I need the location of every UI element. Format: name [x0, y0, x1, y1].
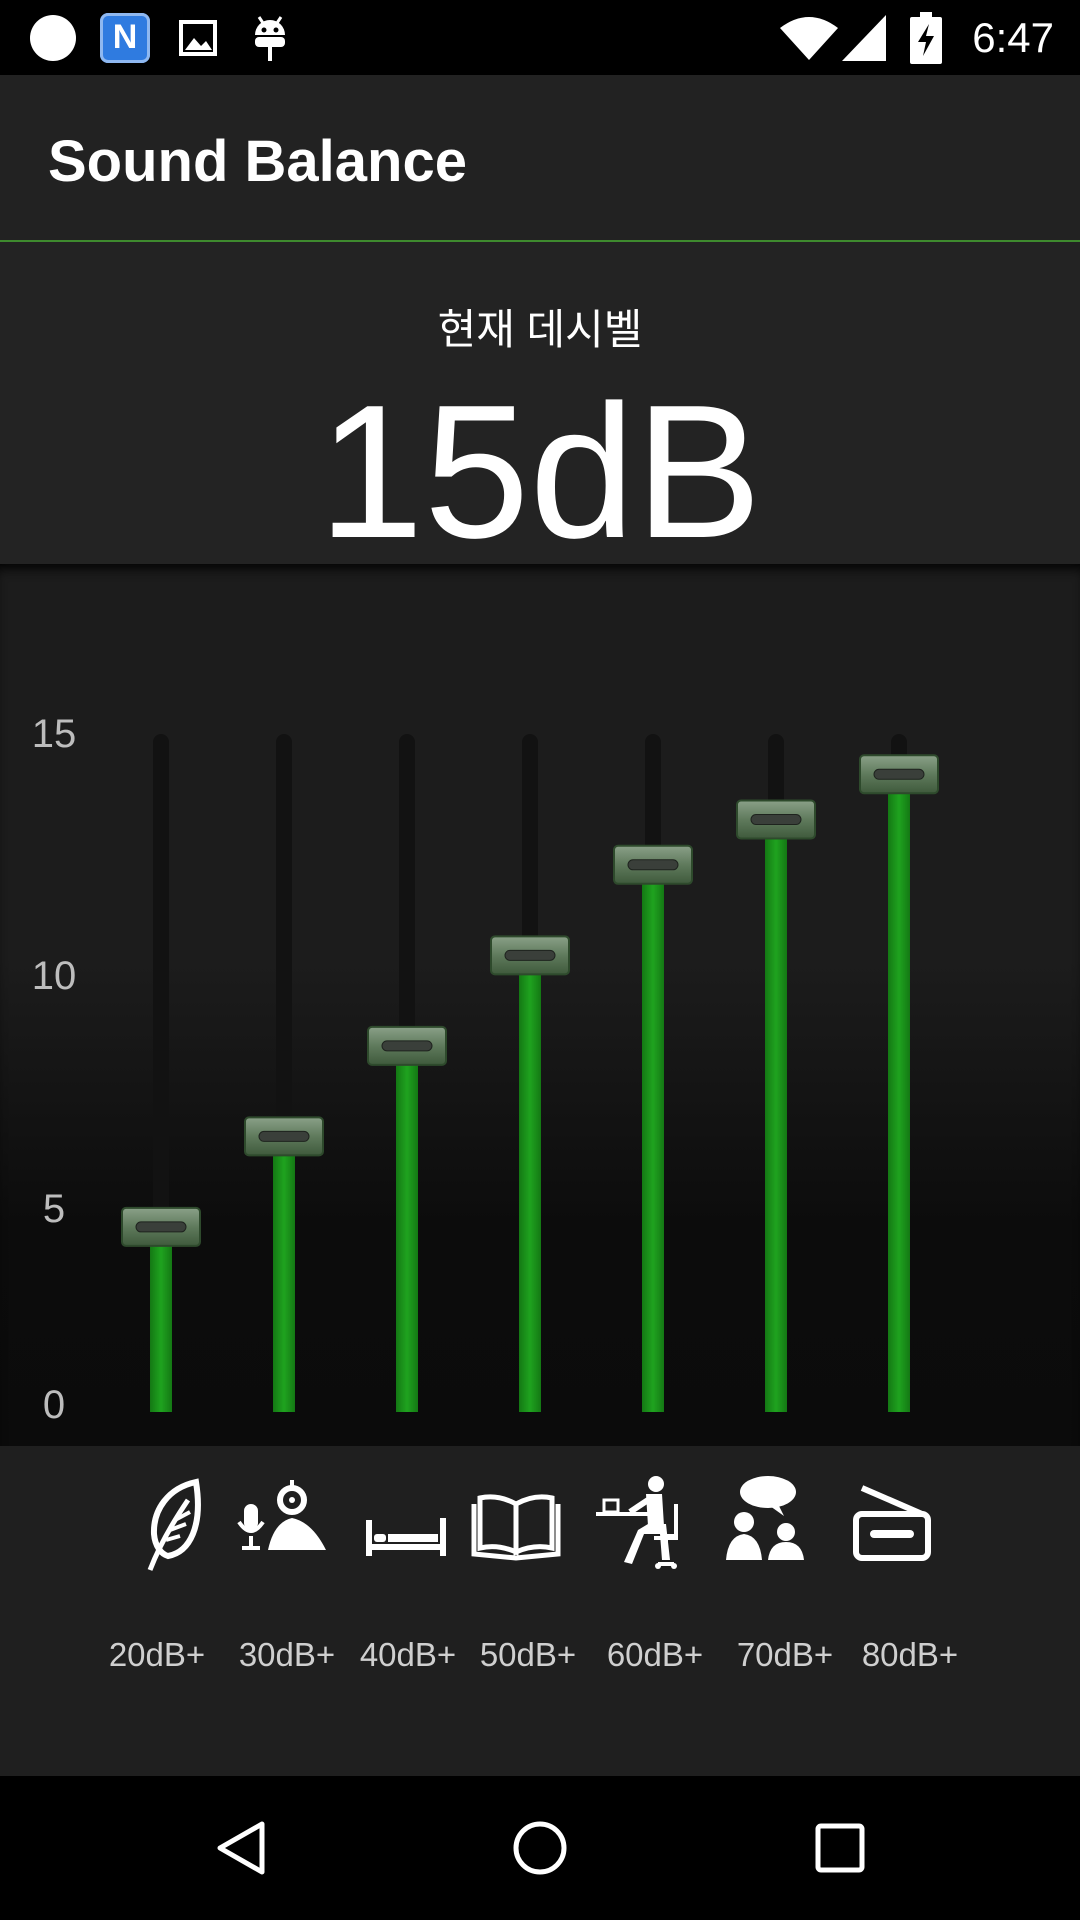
slider-thumb-30dB+[interactable]	[244, 1116, 324, 1157]
slider-chart-svg: 0 5 10 15	[32, 712, 939, 1427]
voice-recording-icon	[234, 1474, 334, 1574]
conversation-icon	[722, 1474, 822, 1574]
category-label-50db: 50dB+	[479, 1636, 577, 1673]
slider-thumb-50dB+[interactable]	[490, 935, 570, 976]
wifi-icon	[780, 0, 838, 75]
status-bar: N 6:47	[0, 0, 1080, 75]
slider-thumb-20dB+[interactable]	[121, 1206, 201, 1247]
slider-fill-20dB+	[150, 1244, 172, 1412]
app-bar: Sound Balance	[0, 75, 1080, 242]
category-row: 20dB+ 30dB+ 40dB+ 50dB+ 60dB+ 70dB+ 80dB…	[0, 1446, 1080, 1776]
slider-thumb-80dB+[interactable]	[859, 754, 939, 795]
slider-fill-60dB+	[642, 882, 664, 1412]
category-label-70db: 70dB+	[736, 1636, 834, 1673]
back-triangle-icon[interactable]	[190, 1798, 290, 1898]
y-tick-label: 0	[43, 1383, 65, 1427]
naver-n-icon: N	[100, 0, 150, 75]
category-label-40db: 40dB+	[359, 1636, 457, 1673]
y-tick-label: 15	[32, 712, 77, 756]
recents-square-icon[interactable]	[790, 1798, 890, 1898]
navigation-bar	[0, 1776, 1080, 1920]
image-notification-icon	[178, 0, 218, 75]
radio-icon	[842, 1474, 942, 1574]
category-label-20db: 20dB+	[108, 1636, 206, 1673]
cell-signal-icon	[842, 0, 886, 75]
circle-notification-icon	[30, 0, 76, 75]
current-decibel-panel: 현재 데시벨 15dB	[0, 242, 1080, 572]
current-decibel-value: 15dB	[318, 366, 762, 578]
y-tick-label: 5	[43, 1187, 65, 1231]
bed-icon	[354, 1474, 454, 1574]
slider-fill-50dB+	[519, 973, 541, 1412]
category-label-80db: 80dB+	[861, 1636, 959, 1673]
desk-worker-icon	[592, 1474, 692, 1574]
slider-fill-80dB+	[888, 792, 910, 1412]
slider-fill-70dB+	[765, 837, 787, 1412]
slider-fill-40dB+	[396, 1063, 418, 1412]
battery-charging-icon	[910, 0, 942, 75]
slider-thumb-40dB+[interactable]	[367, 1025, 447, 1066]
slider-thumb-60dB+[interactable]	[613, 844, 693, 885]
leaf-icon	[128, 1474, 228, 1574]
category-label-60db: 60dB+	[606, 1636, 704, 1673]
status-time: 6:47	[972, 14, 1054, 61]
y-tick-label: 10	[32, 954, 77, 998]
category-label-30db: 30dB+	[238, 1636, 336, 1673]
decibel-slider-chart: 0 5 10 15	[0, 564, 1080, 1446]
slider-fill-30dB+	[273, 1154, 295, 1412]
android-debug-icon	[250, 0, 290, 75]
home-circle-icon[interactable]	[490, 1798, 590, 1898]
app-title: Sound Balance	[48, 129, 467, 194]
slider-thumb-70dB+[interactable]	[736, 799, 816, 840]
current-decibel-label: 현재 데시벨	[437, 306, 643, 353]
open-book-icon	[466, 1474, 566, 1574]
